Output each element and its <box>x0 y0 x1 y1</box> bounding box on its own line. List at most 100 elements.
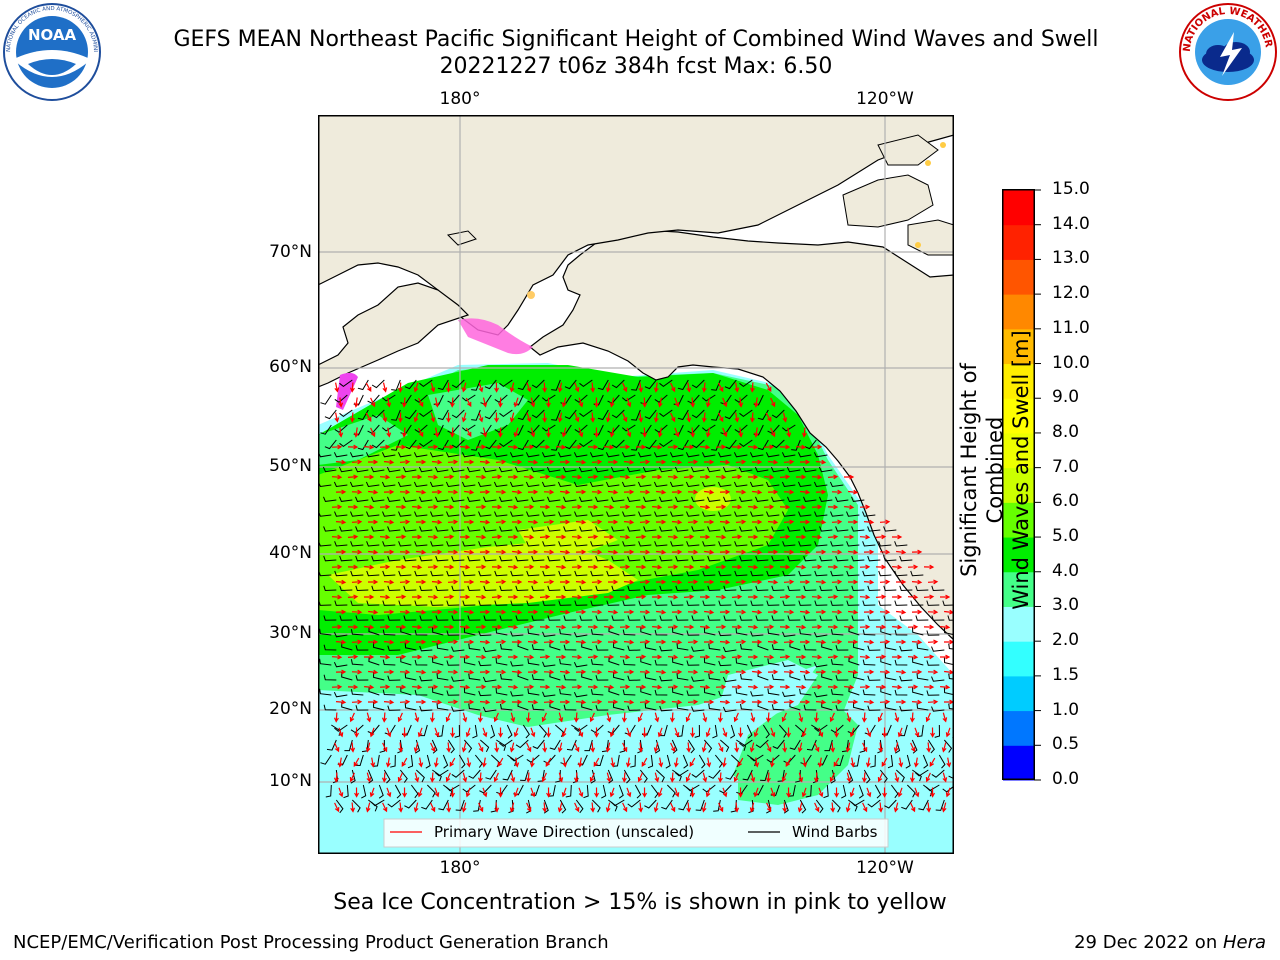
wave-direction-arrow <box>671 549 683 555</box>
wave-direction-arrow <box>475 594 487 600</box>
wave-direction-arrow <box>914 727 920 738</box>
chart-subtitle: 20221227 t06z 384h fcst Max: 6.50 <box>439 54 833 79</box>
wind-barb <box>691 439 705 449</box>
wind-barb <box>803 585 817 592</box>
wave-direction-arrow <box>731 624 743 630</box>
wind-barb <box>543 799 549 814</box>
wave-direction-arrow <box>573 772 579 783</box>
wave-direction-arrow <box>431 699 443 705</box>
wave-direction-arrow <box>882 787 888 798</box>
wind-barb <box>606 570 620 577</box>
wind-barb <box>542 570 556 577</box>
wind-barb <box>334 570 348 577</box>
wind-barb <box>590 541 604 547</box>
wind-barb <box>541 452 556 458</box>
wind-barb <box>515 615 529 621</box>
wave-direction-arrow <box>770 787 776 798</box>
wave-direction-arrow <box>545 757 552 767</box>
wave-direction-arrow <box>671 459 683 465</box>
wave-direction-arrow <box>859 534 871 540</box>
wave-direction-arrow <box>639 609 651 615</box>
wave-direction-arrow <box>848 579 859 585</box>
wave-direction-arrow <box>353 427 359 438</box>
wind-barb <box>419 439 433 448</box>
wave-direction-arrow <box>801 727 807 738</box>
wind-barb <box>691 706 705 712</box>
wave-direction-arrow <box>878 802 884 813</box>
wind-barb <box>622 541 636 547</box>
wind-barb <box>323 585 337 592</box>
wave-direction-arrow <box>575 519 587 525</box>
wind-barb <box>725 769 737 780</box>
wind-barb <box>735 627 748 636</box>
wave-direction-arrow <box>443 624 455 630</box>
wind-barb <box>627 675 641 681</box>
wave-direction-arrow <box>701 412 707 423</box>
wave-direction-arrow <box>831 669 843 675</box>
wave-direction-arrow <box>413 382 419 393</box>
wave-direction-arrow <box>604 474 615 480</box>
wind-barb <box>563 555 577 562</box>
wind-barb <box>355 555 369 562</box>
wind-barb <box>916 643 929 651</box>
wind-barb <box>931 706 945 712</box>
wind-barb <box>493 452 508 458</box>
wind-barb <box>542 511 556 517</box>
wave-direction-arrow <box>608 489 619 495</box>
wind-barb <box>430 541 444 547</box>
wave-direction-arrow <box>368 669 379 675</box>
wind-barb <box>400 656 412 666</box>
wave-direction-arrow <box>779 624 791 630</box>
wind-barb <box>387 675 401 681</box>
wave-direction-arrow <box>477 772 483 783</box>
wave-direction-arrow <box>543 669 555 675</box>
wind-barb <box>551 379 561 391</box>
wave-direction-arrow <box>621 772 627 783</box>
wind-barb <box>339 585 353 592</box>
wind-barb <box>531 496 545 502</box>
wave-direction-arrow <box>351 609 363 615</box>
wind-barb <box>468 643 481 651</box>
wind-barb <box>686 600 700 606</box>
lat-label-40n: 40°N <box>269 543 312 563</box>
wind-barb <box>397 481 412 488</box>
wave-direction-arrow <box>705 397 711 408</box>
wave-direction-arrow <box>911 579 923 585</box>
wave-direction-arrow <box>752 489 763 495</box>
wind-barb <box>677 409 689 421</box>
wind-barb <box>852 754 860 767</box>
wave-direction-arrow <box>523 624 535 630</box>
wind-barb <box>659 526 673 532</box>
wind-barb <box>723 615 737 621</box>
wind-barb <box>526 754 540 763</box>
wave-direction-arrow <box>491 474 503 480</box>
wind-barb <box>766 570 780 577</box>
wave-direction-arrow <box>722 727 728 738</box>
wind-barb <box>691 585 705 592</box>
wave-direction-arrow <box>735 639 747 645</box>
wind-barb <box>499 379 513 388</box>
wind-barb <box>742 769 753 781</box>
wind-barb <box>350 769 356 784</box>
wind-barb <box>463 627 476 636</box>
wave-direction-arrow <box>671 609 683 615</box>
wave-direction-arrow <box>366 772 372 783</box>
wave-direction-arrow <box>686 412 692 423</box>
wave-direction-arrow <box>690 787 696 798</box>
wave-direction-arrow <box>395 654 407 660</box>
wind-barb <box>848 656 860 666</box>
wind-barb <box>884 672 897 681</box>
wind-barb <box>350 600 364 606</box>
wind-barb <box>718 690 732 697</box>
wave-direction-arrow <box>831 579 843 585</box>
wind-barb <box>672 769 682 782</box>
wind-barb <box>446 541 460 547</box>
wind-barb <box>702 541 716 547</box>
wave-direction-arrow <box>475 684 487 690</box>
wind-barb <box>419 615 433 621</box>
wind-barb <box>403 496 417 502</box>
wave-direction-arrow <box>369 787 375 798</box>
wave-direction-arrow <box>811 564 823 570</box>
wave-direction-arrow <box>909 712 915 723</box>
wind-barb <box>333 452 348 458</box>
